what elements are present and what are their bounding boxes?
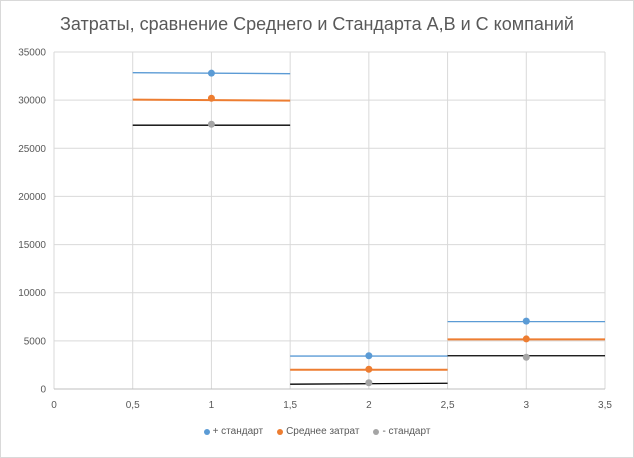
- y-tick-label: 35000: [18, 48, 46, 59]
- x-tick-label: 0,5: [126, 400, 140, 411]
- x-tick-label: 3,5: [598, 400, 612, 411]
- data-point: [522, 353, 530, 361]
- legend-label: + стандарт: [212, 426, 264, 437]
- data-point: [207, 94, 215, 102]
- data-point: [365, 352, 373, 360]
- y-tick-label: 30000: [18, 96, 46, 107]
- y-tick-label: 10000: [18, 288, 46, 299]
- legend-label: - стандарт: [382, 426, 431, 437]
- data-point: [522, 335, 530, 343]
- legend-marker: [203, 428, 210, 435]
- legend-item: + стандарт: [203, 426, 264, 437]
- x-tick-label: 1,5: [283, 400, 297, 411]
- chart-legend: + стандарт Среднее затрат - стандарт: [0, 426, 634, 437]
- x-tick-label: 2: [366, 400, 372, 411]
- legend-marker: [277, 428, 284, 435]
- y-tick-label: 20000: [18, 192, 46, 203]
- x-tick-label: 1: [209, 400, 215, 411]
- data-point: [365, 365, 373, 373]
- data-point: [522, 317, 530, 325]
- data-point: [207, 69, 215, 77]
- x-tick-label: 3: [524, 400, 530, 411]
- y-tick-label: 15000: [18, 240, 46, 251]
- x-tick-label: 2,5: [441, 400, 455, 411]
- data-point: [365, 379, 373, 387]
- chart-title: Затраты, сравнение Среднего и Стандарта …: [60, 14, 574, 34]
- y-tick-label: 0: [40, 385, 46, 396]
- legend-label: Среднее затрат: [286, 426, 360, 437]
- y-tick-label: 25000: [18, 144, 46, 155]
- x-tick-label: 0: [51, 400, 57, 411]
- legend-marker: [373, 428, 380, 435]
- y-tick-label: 5000: [24, 336, 47, 347]
- data-point: [207, 120, 215, 128]
- legend-item: - стандарт: [373, 426, 430, 437]
- legend-item: Среднее затрат: [277, 426, 359, 437]
